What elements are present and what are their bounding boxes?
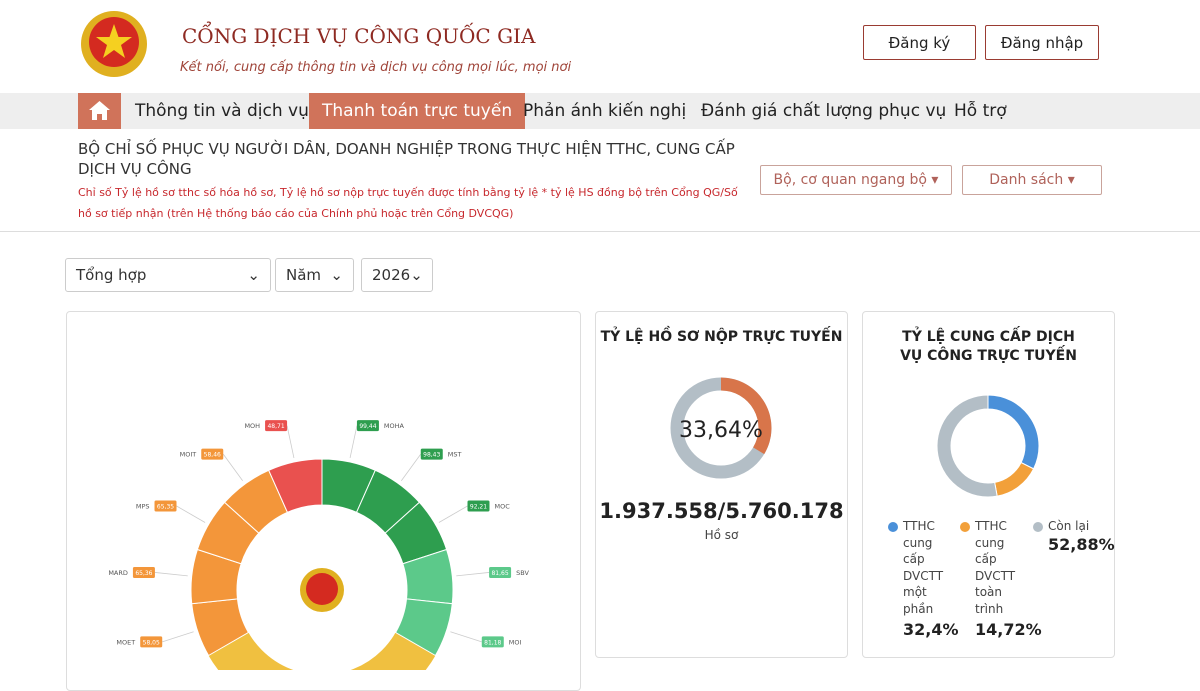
callout-line bbox=[456, 572, 490, 577]
callout-line bbox=[162, 631, 194, 643]
callout-line bbox=[349, 425, 358, 459]
select-label: Năm bbox=[286, 266, 322, 284]
nav-item[interactable]: Phản ánh kiến nghị bbox=[523, 101, 687, 121]
card-title: TỶ LỆ HỒ SƠ NỘP TRỰC TUYẾN bbox=[600, 329, 843, 345]
radial-wedge bbox=[394, 598, 453, 657]
value-tag bbox=[201, 448, 224, 460]
legend-dot bbox=[888, 522, 898, 532]
category-label: MOHA bbox=[384, 422, 405, 430]
value-tag bbox=[356, 420, 379, 432]
callout-line bbox=[154, 572, 188, 577]
section-title: BỘ CHỈ SỐ PHỤC VỤ NGƯỜI DÂN, DOANH NGHIỆ… bbox=[78, 140, 735, 178]
legend-item: Còn lại 52,88% bbox=[1033, 518, 1115, 554]
callout-line bbox=[438, 505, 468, 523]
callout-line bbox=[222, 453, 243, 482]
category-label: MPS bbox=[136, 503, 150, 511]
callout-line bbox=[286, 425, 295, 459]
value-label: 92,21 bbox=[470, 504, 487, 511]
category-label: MOH bbox=[244, 422, 260, 430]
select-label: Tổng hợp bbox=[76, 266, 147, 284]
divider bbox=[0, 231, 1200, 232]
value-tag bbox=[265, 420, 288, 432]
legend-name: Còn lại bbox=[1048, 519, 1090, 533]
page: CỔNG DỊCH VỤ CÔNG QUỐC GIA Kết nối, cung… bbox=[0, 11, 1200, 691]
nav-item[interactable]: Đánh giá chất lượng phục vụ bbox=[701, 101, 947, 121]
ministry-dropdown[interactable]: Bộ, cơ quan ngang bộ ▾ bbox=[760, 165, 952, 195]
value-label: 99,44 bbox=[359, 423, 376, 430]
online-rate-card bbox=[595, 311, 848, 658]
legend-value: 32,4% bbox=[903, 620, 959, 639]
value-label: 58,46 bbox=[204, 452, 221, 459]
list-dropdown[interactable]: Danh sách ▾ bbox=[962, 165, 1102, 195]
total-count: 1.937.558/5.760.178 bbox=[599, 499, 844, 523]
dropdown-label: Bộ, cơ quan ngang bộ bbox=[773, 172, 927, 188]
callout-line bbox=[450, 631, 482, 643]
center-emblem-inner bbox=[306, 573, 338, 605]
donut-segment bbox=[936, 394, 998, 498]
value-label: 65,35 bbox=[157, 504, 174, 511]
category-label: MOC bbox=[494, 503, 510, 511]
legend-item: TTHC cung cấp DVCTT toàn trình 14,72% bbox=[960, 518, 1042, 639]
donut-segment bbox=[994, 461, 1035, 497]
category-label: MOI bbox=[509, 638, 522, 646]
legend-dot bbox=[960, 522, 970, 532]
legend-name: TTHC cung cấp DVCTT một phần bbox=[903, 519, 944, 616]
value-label: 65,36 bbox=[135, 570, 152, 577]
nav-item[interactable]: Thanh toán trực tuyến bbox=[309, 93, 526, 129]
value-tag bbox=[420, 448, 443, 460]
category-label: MARD bbox=[108, 569, 128, 577]
value-tag bbox=[140, 636, 163, 648]
charts: 58,05 MOET 65,36 MARD 65,35 MPS 58,46 MOIT 48,71… bbox=[108, 377, 1040, 670]
login-button[interactable]: Đăng nhập bbox=[985, 25, 1099, 60]
value-tag bbox=[489, 566, 512, 578]
filter-select[interactable]: Năm ⌄ bbox=[275, 258, 354, 292]
value-label: 58,05 bbox=[143, 639, 160, 646]
emblem bbox=[81, 11, 147, 77]
value-label: 81,65 bbox=[491, 570, 508, 577]
legend-dot bbox=[1033, 522, 1043, 532]
value-tag bbox=[467, 500, 490, 512]
nav-item[interactable]: Thông tin và dịch vụ bbox=[135, 101, 309, 121]
category-label: MST bbox=[448, 451, 462, 459]
filter-select[interactable]: Tổng hợp ⌄ bbox=[65, 258, 271, 292]
legend-item: TTHC cung cấp DVCTT một phần 32,4% bbox=[888, 518, 959, 639]
slogan: Kết nối, cung cấp thông tin và dịch vụ c… bbox=[180, 60, 572, 75]
value-label: 81,18 bbox=[484, 639, 501, 646]
callout-line bbox=[176, 505, 206, 523]
filter-select[interactable]: 2026 ⌄ bbox=[361, 258, 433, 292]
home-button[interactable] bbox=[78, 93, 121, 129]
value-tag bbox=[154, 500, 177, 512]
donut-segment bbox=[721, 377, 772, 455]
register-button[interactable]: Đăng ký bbox=[863, 25, 976, 60]
value-label: 48,71 bbox=[267, 423, 284, 430]
callout-line bbox=[401, 453, 422, 482]
select-label: 2026 bbox=[372, 266, 411, 284]
category-label: MOET bbox=[116, 638, 135, 646]
category-label: SBV bbox=[516, 569, 529, 577]
nav-bar: Thông tin và dịch vụ Thanh toán trực tuyế… bbox=[0, 93, 1200, 129]
total-unit: Hồ sơ bbox=[704, 528, 739, 542]
site-title: CỔNG DỊCH VỤ CÔNG QUỐC GIA bbox=[182, 24, 536, 48]
nav-item[interactable]: Hỗ trợ bbox=[954, 101, 1007, 121]
value-tag bbox=[481, 636, 504, 648]
category-label: MOIT bbox=[180, 451, 197, 459]
service-rate-card bbox=[862, 311, 1115, 658]
home-icon bbox=[89, 101, 110, 120]
section-note: Chỉ số Tỷ lệ hồ sơ tthc số hóa hồ sơ, Tỷ… bbox=[78, 186, 738, 220]
card-title: TỶ LỆ CUNG CẤP DỊCH VỤ CÔNG TRỰC TUYẾN bbox=[900, 329, 1077, 364]
legend-value: 14,72% bbox=[975, 620, 1042, 639]
donut-segment bbox=[987, 394, 1040, 470]
value-label: 98,43 bbox=[423, 452, 440, 459]
legend-name: TTHC cung cấp DVCTT toàn trình bbox=[975, 519, 1016, 616]
donut-center-label: 33,64% bbox=[679, 418, 763, 443]
dropdown-label: Danh sách bbox=[989, 172, 1064, 188]
legend-value: 52,88% bbox=[1048, 534, 1115, 554]
value-tag bbox=[132, 566, 155, 578]
